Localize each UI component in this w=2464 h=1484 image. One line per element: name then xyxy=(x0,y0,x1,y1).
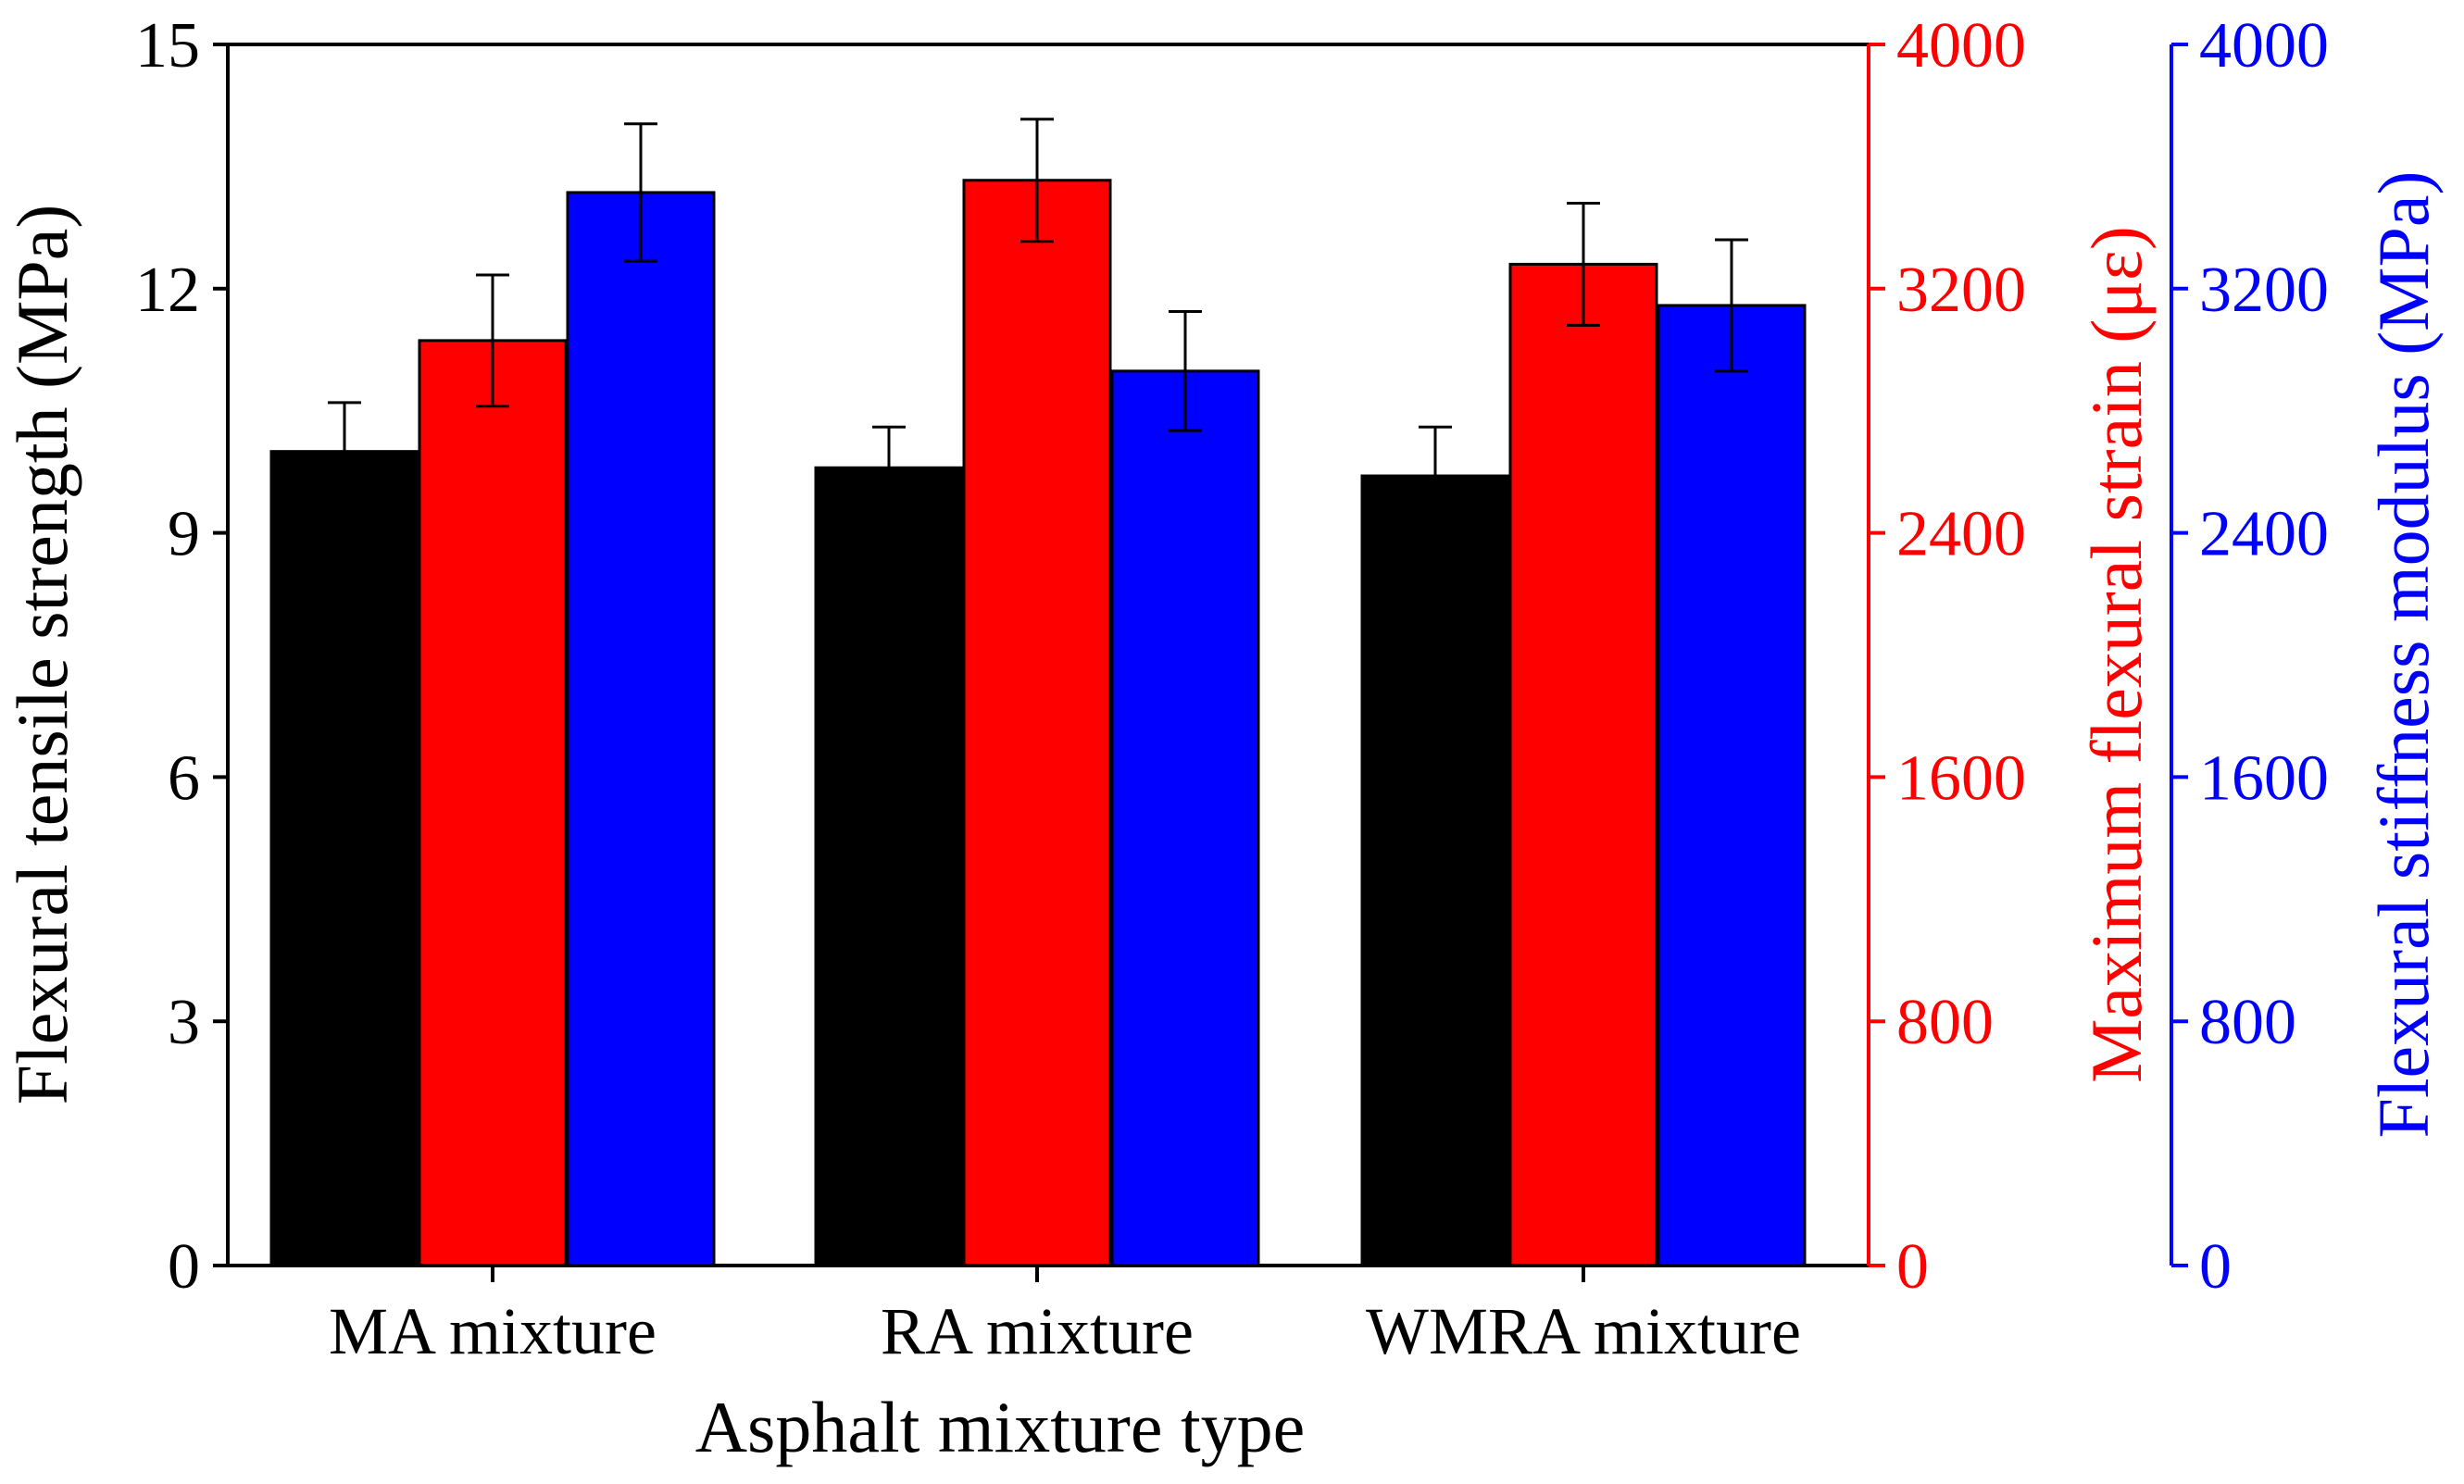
left-tick-label-5: 15 xyxy=(135,10,200,81)
right1-tick-label-0: 0 xyxy=(1896,1231,1929,1303)
right1-axis-title: Maximum flexural strain (με) xyxy=(2076,226,2157,1083)
category-label-0: MA mixture xyxy=(329,1294,657,1368)
bar-right2-1 xyxy=(1110,369,1260,1267)
right1-tick-label-1: 800 xyxy=(1896,987,1994,1058)
right2-tick-label-5: 4000 xyxy=(2199,10,2329,81)
right1-tick-label-5: 4000 xyxy=(1896,10,2026,81)
x-axis-title: Asphalt mixture type xyxy=(695,1387,1306,1467)
bar-right2-2 xyxy=(1657,304,1807,1267)
category-label-2: WMRA mixture xyxy=(1366,1294,1801,1368)
bars-layer xyxy=(269,179,1807,1267)
error-bars-layer xyxy=(328,118,1748,527)
right2-tick-label-2: 1600 xyxy=(2199,742,2329,814)
right2-tick-label-3: 2400 xyxy=(2199,499,2329,570)
bar-right1-2 xyxy=(1508,262,1658,1267)
left-axis-title: Flexural tensile strength (MPa) xyxy=(2,205,82,1105)
bar-left-1 xyxy=(814,466,964,1267)
bar-right1-0 xyxy=(418,339,568,1267)
bar-right2-0 xyxy=(566,191,716,1267)
bar-left-0 xyxy=(269,450,419,1267)
right2-tick-label-1: 800 xyxy=(2199,987,2296,1058)
axes-layer xyxy=(213,43,2188,1282)
bar-left-2 xyxy=(1360,474,1510,1267)
right2-tick-label-4: 3200 xyxy=(2199,255,2329,326)
right2-axis-title: Flexural stiffness modulus (MPa) xyxy=(2363,170,2444,1138)
bar-right1-1 xyxy=(962,179,1112,1267)
right2-tick-label-0: 0 xyxy=(2199,1231,2232,1303)
right1-tick-label-3: 2400 xyxy=(1896,499,2026,570)
left-tick-label-0: 0 xyxy=(168,1231,200,1303)
right1-tick-label-4: 3200 xyxy=(1896,255,2026,326)
labels-layer: 0 3 6 9 12 15 0 800 1600 2400 3200 4000 0 800 1600 2400… xyxy=(2,10,2444,1467)
left-tick-label-4: 12 xyxy=(135,255,200,326)
left-tick-label-1: 3 xyxy=(168,987,200,1058)
category-label-1: RA mixture xyxy=(881,1294,1194,1368)
right1-tick-label-2: 1600 xyxy=(1896,742,2026,814)
left-tick-label-3: 9 xyxy=(168,499,200,570)
left-tick-label-2: 6 xyxy=(168,742,200,814)
